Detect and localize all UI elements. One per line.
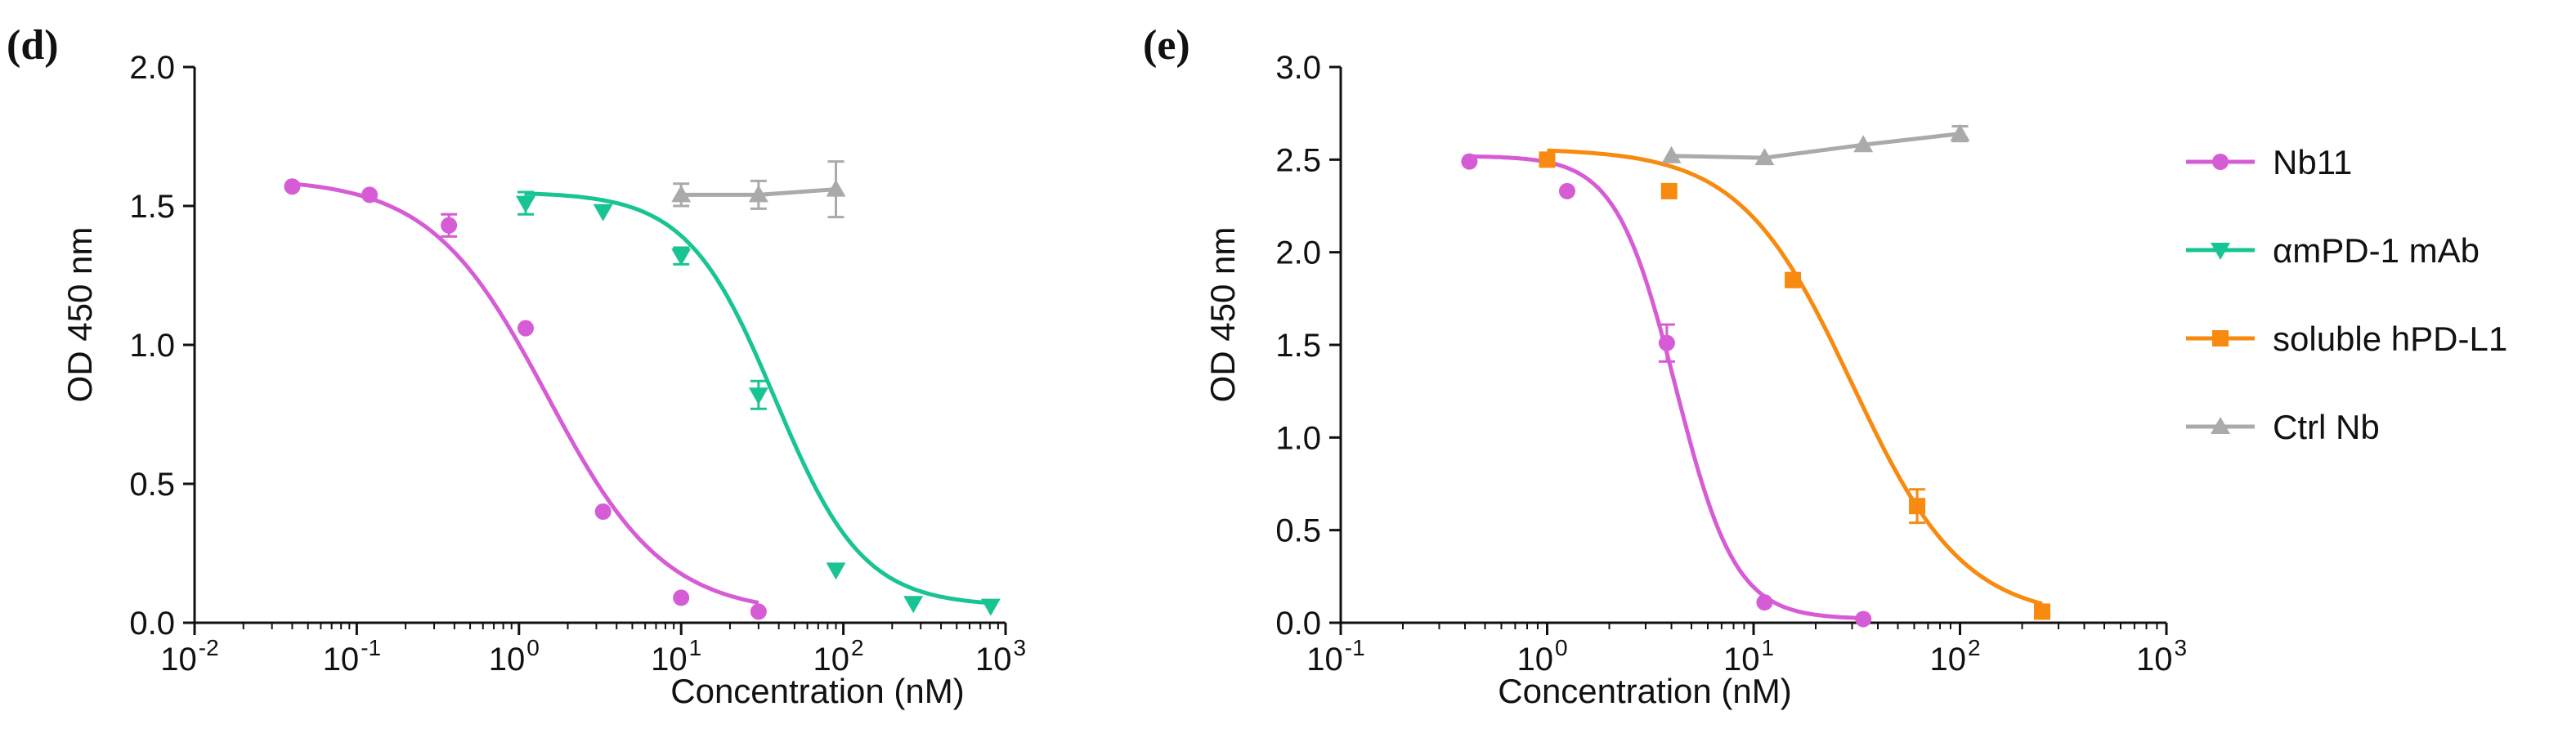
panel-e-point-ctrl-nb bbox=[1754, 148, 1775, 166]
legend-marker-mpd-1-mab bbox=[2211, 243, 2230, 260]
panel-e-y-tick-label: 2.5 bbox=[1275, 142, 1321, 178]
legend-marker-nb11 bbox=[2212, 154, 2229, 170]
panel-d-point-mpd-1-mab bbox=[826, 562, 846, 580]
panel-d-point-nb11 bbox=[673, 589, 690, 606]
panel-d-point-ctrl-nb bbox=[826, 179, 846, 197]
panel-e-y-tick-label: 0.5 bbox=[1275, 513, 1321, 549]
panel-e-y-tick-label: 1.5 bbox=[1275, 328, 1321, 364]
panel-d-point-mpd-1-mab bbox=[516, 195, 536, 213]
panel-d-point-nb11 bbox=[517, 320, 535, 337]
panel-e-point-soluble-hpd-l1 bbox=[1909, 498, 1926, 515]
panel-e-point-nb11 bbox=[1756, 594, 1773, 611]
legend-marker-soluble-hpd-l1 bbox=[2212, 330, 2229, 347]
panel-e-y-tick-label: 1.0 bbox=[1275, 420, 1321, 456]
panel-d-point-nb11 bbox=[361, 186, 379, 203]
panel-e-point-soluble-hpd-l1 bbox=[1539, 151, 1556, 168]
panel-d-point-nb11 bbox=[594, 503, 612, 520]
panel-d-y-tick-label: 2.0 bbox=[129, 50, 175, 86]
panel-e-x-axis-title: Concentration (nM) bbox=[1498, 672, 1791, 710]
panel-d-point-mpd-1-mab bbox=[671, 248, 692, 266]
panel-d-x-tick-exponent: 3 bbox=[1013, 635, 1026, 660]
legend-label-soluble-hpd-l1: soluble hPD-L1 bbox=[2273, 320, 2507, 358]
panel-d-y-axis-title: OD 450 nm bbox=[60, 227, 99, 403]
panel-d-y-tick-label: 0.0 bbox=[129, 606, 175, 642]
panel-d-point-ctrl-nb bbox=[671, 185, 692, 203]
panel-d-x-tick-exponent: 2 bbox=[851, 635, 864, 660]
panel-d-curve-mpd-1-mab bbox=[525, 191, 991, 606]
panel-e-point-nb11 bbox=[1558, 182, 1575, 199]
legend: Nb11 αmPD-1 mAb soluble hPD-L1 Ctrl Nb bbox=[2186, 143, 2507, 446]
panel-e-label: (e) bbox=[1143, 22, 1190, 69]
panel-d-y-tick-label: 1.0 bbox=[129, 328, 175, 364]
panel-e-x-tick-exponent: -1 bbox=[1345, 635, 1365, 660]
panel-e-x-tick-exponent: 2 bbox=[1968, 635, 1981, 660]
panel-d-point-ctrl-nb bbox=[748, 185, 768, 203]
panel-d-label: (d) bbox=[7, 22, 59, 69]
panel-e-x-tick-exponent: 1 bbox=[1761, 635, 1774, 660]
panel-e-point-soluble-hpd-l1 bbox=[1660, 182, 1678, 199]
panel-d-x-axis-title: Concentration (nM) bbox=[670, 672, 964, 710]
panel-d-x-tick-exponent: -2 bbox=[199, 635, 219, 660]
panel-d-point-mpd-1-mab bbox=[748, 387, 768, 405]
panel-d-y-tick-label: 1.5 bbox=[129, 189, 175, 225]
panel-d-point-nb11 bbox=[284, 178, 301, 195]
panel-d-point-mpd-1-mab bbox=[903, 596, 924, 614]
panel-d-point-nb11 bbox=[750, 603, 767, 620]
panel-e-point-nb11 bbox=[1658, 334, 1675, 351]
panel-d-y-tick-label: 0.5 bbox=[129, 467, 175, 503]
panel-e-point-nb11 bbox=[1855, 610, 1872, 628]
legend-marker-ctrl-nb bbox=[2211, 417, 2230, 434]
panel-e-point-ctrl-nb bbox=[1950, 123, 1970, 141]
panel-e-point-nb11 bbox=[1461, 153, 1478, 170]
panel-e-y-tick-label: 0.0 bbox=[1275, 606, 1321, 642]
panel-d-point-mpd-1-mab bbox=[980, 598, 1001, 616]
panel-e-point-soluble-hpd-l1 bbox=[2033, 603, 2050, 620]
panel-e-x-tick-exponent: 3 bbox=[2174, 635, 2187, 660]
panel-e-point-ctrl-nb bbox=[1661, 145, 1682, 163]
legend-label-ctrl-nb: Ctrl Nb bbox=[2273, 408, 2380, 446]
panel-e-x-tick-exponent: 0 bbox=[1555, 635, 1568, 660]
panel-e-point-ctrl-nb bbox=[1853, 135, 1874, 153]
panel-d-x-tick-exponent: 0 bbox=[526, 635, 540, 660]
panel-d-point-nb11 bbox=[441, 217, 458, 234]
panel-e-x-tick-label: 102 bbox=[1929, 635, 1980, 678]
panel-e-curve-ctrl-nb bbox=[1671, 132, 1960, 160]
panel-d-x-tick-exponent: 1 bbox=[689, 635, 702, 660]
panel-e-point-soluble-hpd-l1 bbox=[1785, 271, 1802, 288]
panel-e-y-tick-label: 3.0 bbox=[1275, 50, 1321, 86]
panel-e-y-axis-title: OD 450 nm bbox=[1203, 227, 1242, 403]
panel-d-point-mpd-1-mab bbox=[593, 203, 613, 221]
panel-e-y-tick-label: 2.0 bbox=[1275, 235, 1321, 271]
legend-label-nb11: Nb11 bbox=[2273, 143, 2352, 181]
panel-e: (e) Concentration (nM) OD 450 nm 0.0 0.5 1… bbox=[1143, 22, 2187, 710]
legend-label-mpd-1-mab: αmPD-1 mAb bbox=[2273, 231, 2480, 270]
panel-d-x-tick-exponent: -1 bbox=[361, 635, 381, 660]
